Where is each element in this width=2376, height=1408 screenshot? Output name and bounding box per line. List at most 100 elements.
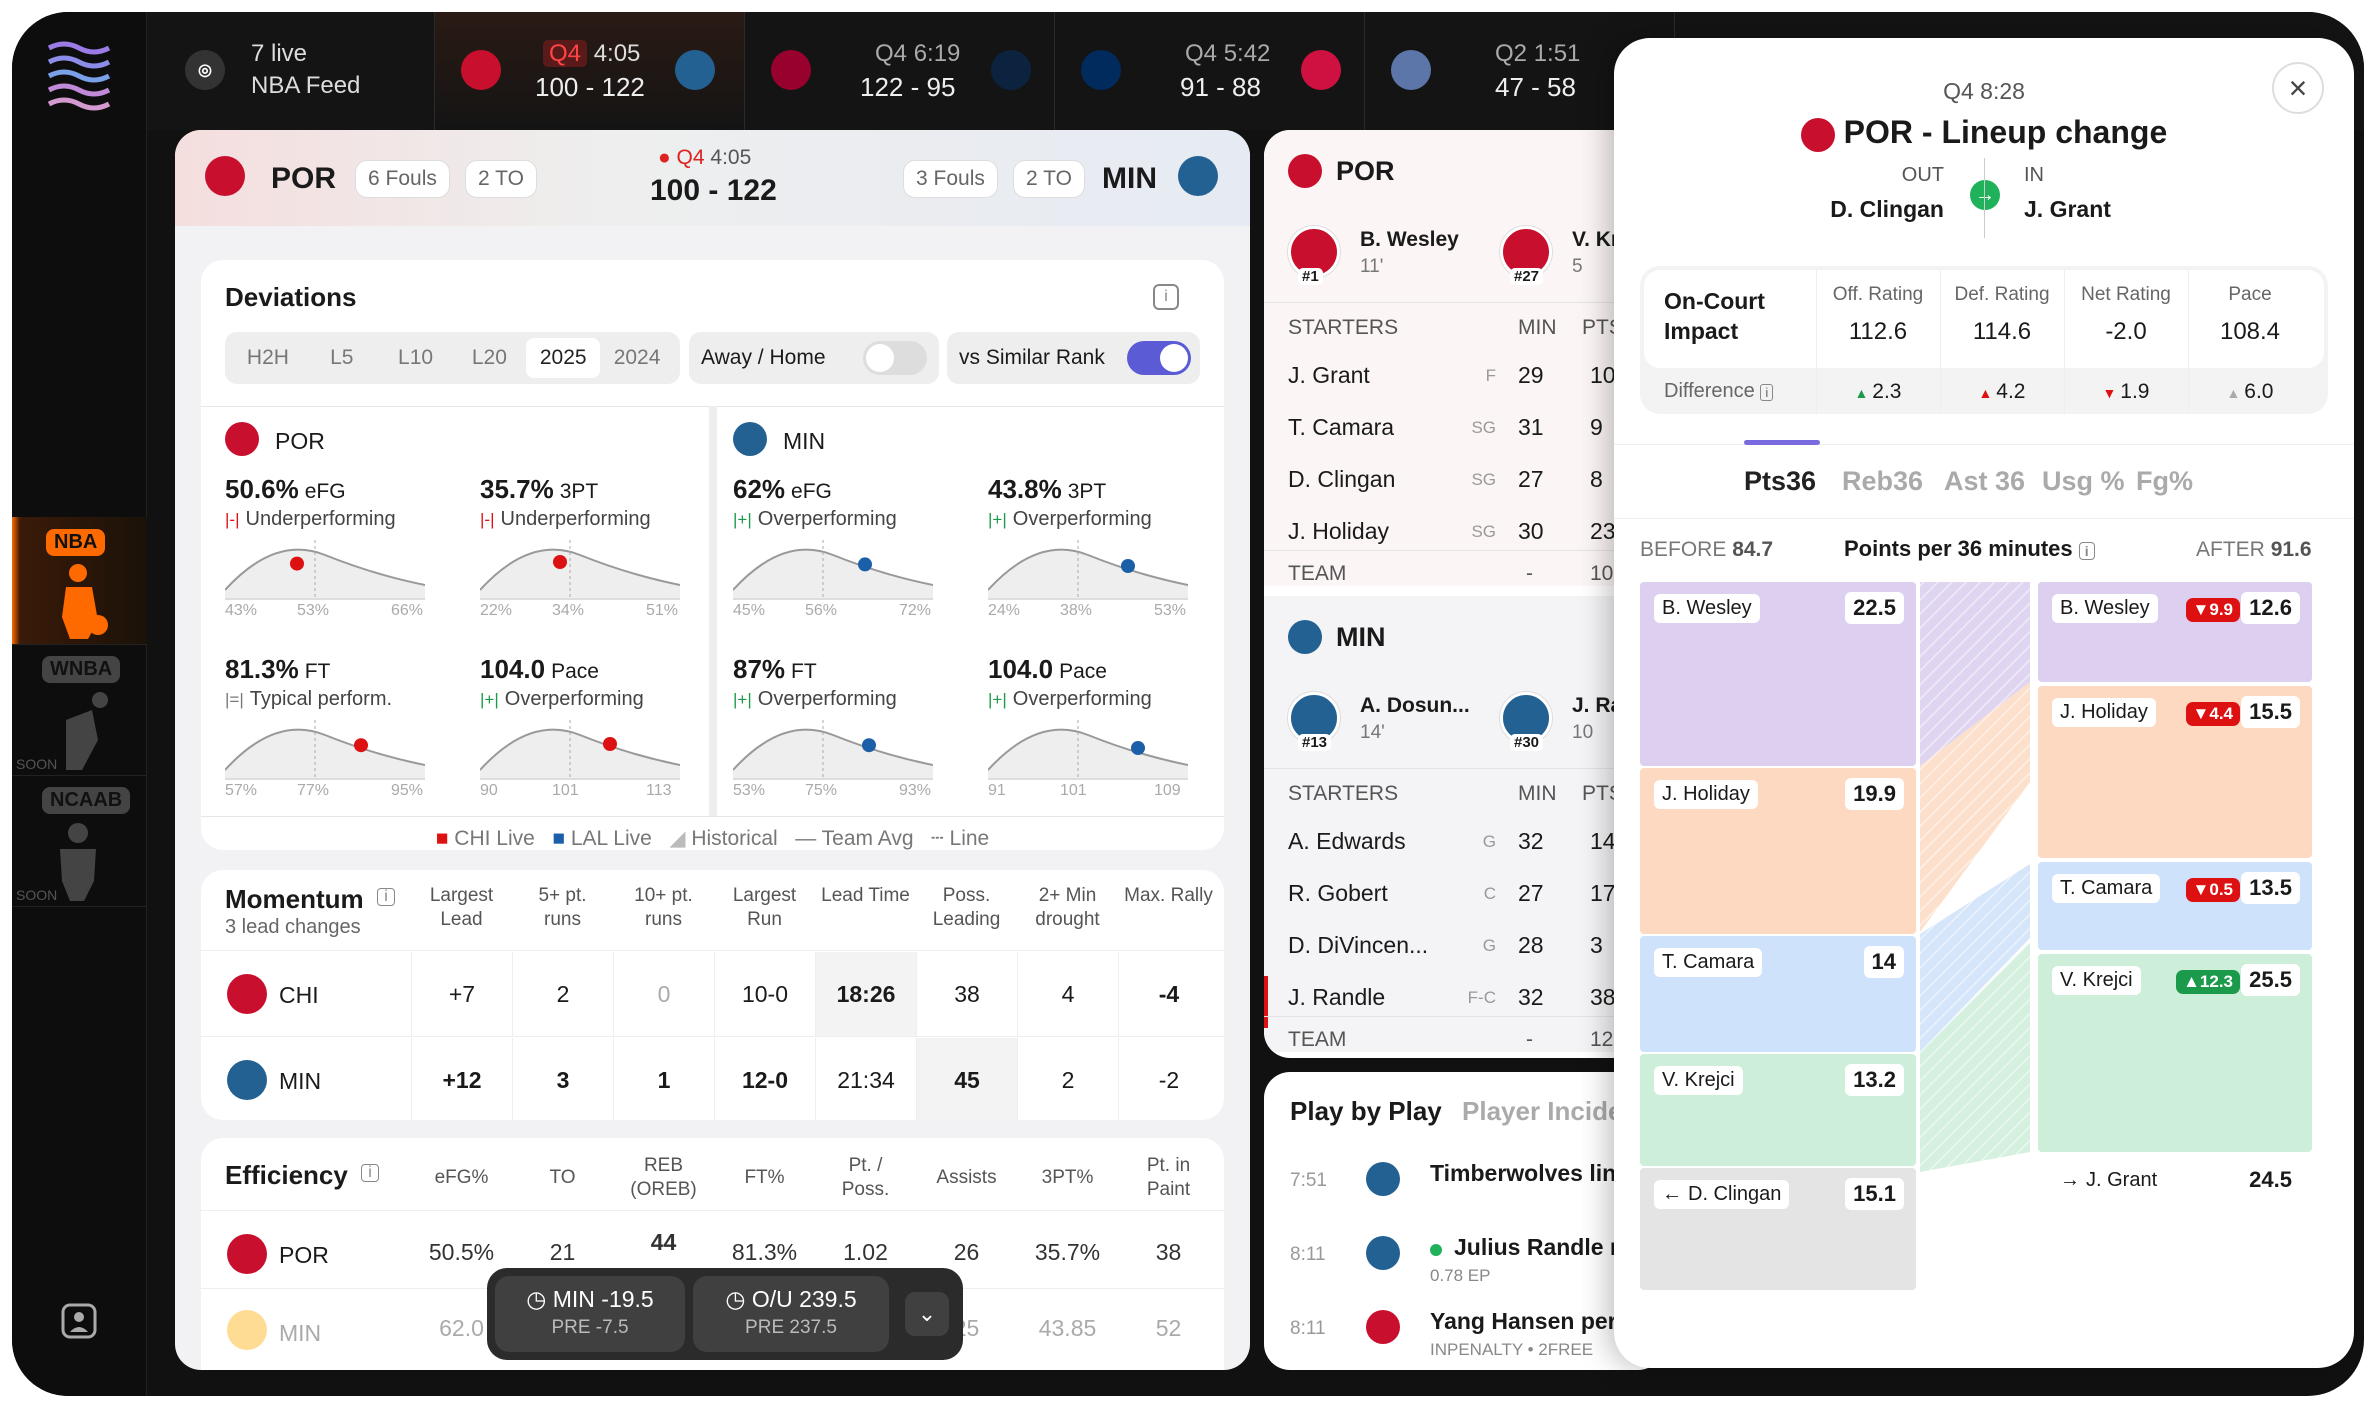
- status-text: Underperforming: [245, 508, 396, 530]
- status-icon: |+|: [733, 510, 752, 529]
- home-to: 2 TO: [465, 160, 537, 198]
- momentum-card: Momentum i 3 lead changes Largest Lead +7…: [201, 870, 1224, 1120]
- close-icon[interactable]: ×: [2272, 62, 2324, 114]
- away-home-label: Away / Home: [701, 346, 826, 369]
- tab-usg[interactable]: Usg %: [2042, 466, 2125, 496]
- section-title: Deviations: [225, 282, 357, 312]
- info-icon[interactable]: i: [1760, 384, 1774, 401]
- ou-button[interactable]: ◷ O/U 239.5 PRE 237.5: [693, 1276, 889, 1352]
- stat-status: |+| Overperforming: [733, 688, 897, 711]
- period: Q4: [1185, 40, 1218, 67]
- game-tile[interactable]: Q4 6:19 122 - 95: [745, 12, 1055, 130]
- tab-2024[interactable]: 2024: [613, 346, 661, 369]
- team-name: CHI: [279, 982, 319, 1008]
- before-label: BEFORE: [1640, 538, 1727, 561]
- away-home-toggle[interactable]: [863, 341, 927, 375]
- spread-button[interactable]: ◷ MIN -19.5 PRE -7.5: [495, 1276, 685, 1352]
- lineup-change-panel: Q4 8:28 POR - Lineup change × OUT D. Cli…: [1614, 38, 2354, 1368]
- info-icon[interactable]: i: [2078, 542, 2095, 560]
- axis-label: 53%: [297, 602, 330, 619]
- tab-l10[interactable]: L10: [398, 346, 434, 369]
- info-icon[interactable]: i: [361, 1164, 379, 1182]
- live-value-dot: [603, 737, 617, 751]
- clock: 6:19: [913, 40, 961, 67]
- impact-value: 112.6: [1848, 318, 1908, 345]
- player-name: J. Holiday: [2052, 698, 2156, 727]
- tab-pts36[interactable]: Pts36: [1744, 466, 1817, 496]
- player-row[interactable]: [1264, 976, 1664, 1028]
- team-logo-icon: [1288, 154, 1322, 188]
- player-name: J. Holiday: [1288, 518, 1389, 544]
- chevron-down-icon[interactable]: ⌄: [905, 1292, 949, 1336]
- legend-item: Team Avg: [821, 827, 914, 850]
- tab-ast36[interactable]: Ast 36: [1944, 466, 2026, 496]
- divider: [1264, 550, 1664, 551]
- feed-icon: ◎: [185, 50, 225, 90]
- distribution-curve: [225, 720, 425, 780]
- team-min: -: [1526, 562, 1533, 585]
- arrow-down-icon: ▼: [2192, 880, 2210, 899]
- cell: 62.0: [439, 1315, 484, 1341]
- clock-icon: ◷: [526, 1286, 547, 1312]
- pbp-time: 7:51: [1290, 1170, 1327, 1191]
- stat-label: Pace: [551, 660, 599, 683]
- profile-icon[interactable]: [60, 1302, 98, 1340]
- divider: [1264, 1016, 1664, 1017]
- cell: 52: [1155, 1315, 1182, 1341]
- cell: -2: [1118, 1038, 1219, 1120]
- info-icon[interactable]: i: [1153, 284, 1179, 310]
- stat-value: 62%: [733, 474, 786, 504]
- stat-header: 104.0 Pace: [988, 654, 1107, 685]
- divider: [1264, 768, 1664, 769]
- info-icon[interactable]: i: [377, 888, 395, 906]
- tab-fg[interactable]: Fg%: [2136, 466, 2193, 496]
- stat-header: 50.6% eFG: [225, 474, 346, 505]
- sport-label: NCAAB: [42, 787, 131, 814]
- delta-chip: ▼4.4: [2185, 702, 2240, 726]
- arrow-down-icon: ▼: [2192, 704, 2210, 723]
- game-tile[interactable]: Q2 1:51 47 - 58: [1365, 12, 1675, 130]
- player-min: 30: [1518, 518, 1544, 544]
- ncaab-player-icon: [60, 823, 96, 901]
- column-header: 3PT%: [1041, 1167, 1094, 1188]
- tab-2025[interactable]: 2025: [526, 338, 601, 378]
- game-tile[interactable]: Q4 4:05 100 - 122: [435, 12, 745, 130]
- status-icon: |-|: [480, 510, 495, 529]
- distribution-curve: [480, 540, 680, 600]
- away-fouls: 3 Fouls: [903, 160, 998, 198]
- axis-label: 56%: [805, 602, 838, 619]
- stat-status: |=| Typical perform.: [225, 688, 392, 711]
- tab-l20[interactable]: L20: [471, 346, 507, 369]
- column-header: Pt. / Poss.: [841, 1155, 890, 1200]
- tab-l5[interactable]: L5: [330, 346, 354, 369]
- game-tile[interactable]: Q4 5:42 91 - 88: [1055, 12, 1365, 130]
- team-logo-icon: [227, 1234, 267, 1274]
- pbp-text: Julius Randle m: [1454, 1234, 1631, 1260]
- period: Q4: [875, 40, 908, 67]
- sidebar-item-nba[interactable]: NBA: [12, 517, 147, 645]
- live-value-dot: [862, 738, 876, 753]
- sidebar-item-wnba[interactable]: WNBA SOON: [12, 646, 147, 776]
- axis-label: 66%: [391, 602, 424, 619]
- column-header: 2+ Min drought: [1035, 885, 1100, 930]
- similar-rank-toggle[interactable]: [1127, 341, 1191, 375]
- nba-feed-tile[interactable]: ◎ 7 live NBA Feed: [147, 12, 435, 130]
- axis-label: 72%: [899, 602, 932, 619]
- arrow-up-icon: ▲: [1978, 385, 1997, 401]
- player-pts: 17: [1590, 880, 1616, 906]
- tab-player-incidents[interactable]: Player Incide: [1462, 1096, 1623, 1126]
- away-home-toggle-group: Away / Home: [689, 332, 939, 384]
- player-name: D. DiVincen...: [1288, 932, 1429, 958]
- sidebar-item-ncaab[interactable]: NCAAB SOON: [12, 777, 147, 907]
- axis-label: 101: [1060, 782, 1087, 799]
- tab-reb36[interactable]: Reb36: [1842, 466, 1924, 496]
- legend-item: LAL Live: [570, 827, 652, 850]
- tab-h2h[interactable]: H2H: [246, 346, 289, 369]
- cell: 21:34: [815, 1038, 916, 1120]
- team-min: -: [1526, 1028, 1533, 1051]
- player-pts: 10: [1590, 362, 1616, 388]
- stat-status: |-| Underperforming: [225, 508, 396, 531]
- live-value-dot: [290, 556, 304, 571]
- tab-play-by-play[interactable]: Play by Play: [1290, 1096, 1442, 1126]
- jersey-number: #1: [1298, 268, 1323, 285]
